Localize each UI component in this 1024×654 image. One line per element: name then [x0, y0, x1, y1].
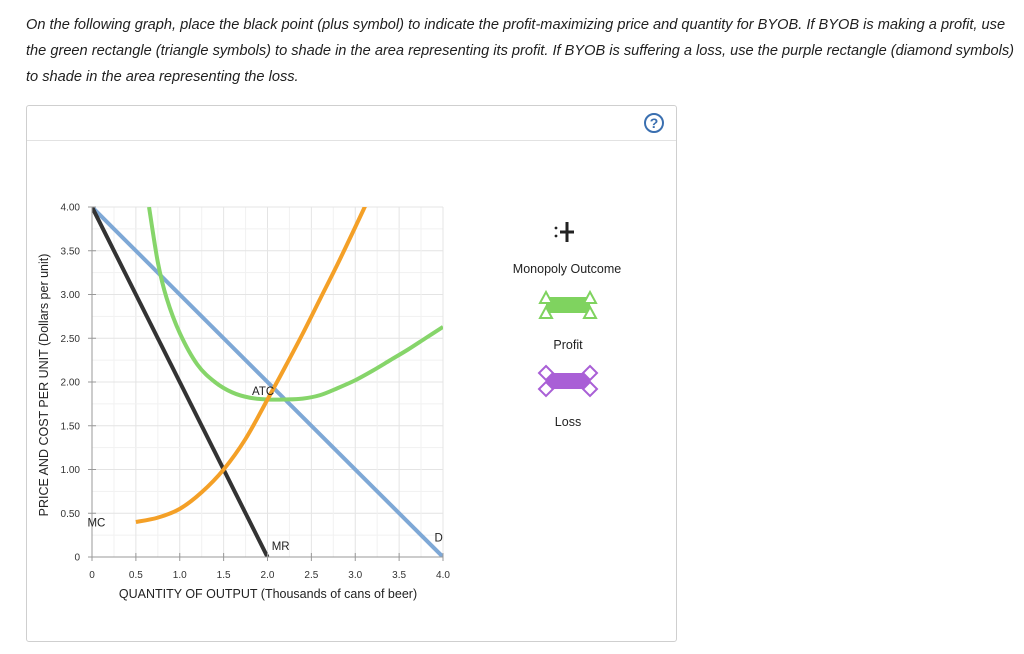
- diamond-icon: [581, 380, 599, 398]
- x-tick-label: 4.0: [436, 570, 450, 581]
- triangle-icon: [538, 289, 554, 304]
- x-tick-label: 3.0: [348, 570, 362, 581]
- monopoly-outcome-tool[interactable]: Monopoly Outcome: [513, 222, 621, 276]
- series-d-curve: [92, 207, 443, 557]
- curve-labels: ATC MC MR D: [87, 386, 442, 553]
- loss-tool[interactable]: Loss: [537, 364, 599, 429]
- series-mr-curve: [92, 207, 270, 557]
- curve-label-atc: ATC: [252, 386, 274, 398]
- y-tick-label: 2.50: [61, 334, 81, 345]
- curve-label-mc: MC: [87, 517, 105, 529]
- y-tick-label: 3.50: [61, 246, 81, 257]
- curve-label-mr: MR: [272, 541, 290, 553]
- y-tick-label: 3.00: [61, 290, 81, 301]
- profit-rectangle-icon[interactable]: [546, 297, 590, 313]
- loss-rectangle-icon[interactable]: [546, 373, 590, 389]
- x-axis-title: QUANTITY OF OUTPUT (Thousands of cans of…: [119, 587, 417, 601]
- series-mc-curve: [135, 207, 367, 524]
- x-tick-label: 1.0: [173, 570, 187, 581]
- x-tick-label: 0.5: [129, 570, 143, 581]
- x-tick-label: 1.5: [217, 570, 231, 581]
- y-tick-label: 0.50: [61, 509, 81, 520]
- x-tick-label: 2.0: [261, 570, 275, 581]
- y-tick-label: 0: [74, 553, 80, 564]
- loss-label: Loss: [555, 415, 581, 429]
- series-atc-curve: [147, 207, 443, 402]
- y-tick-label: 4.00: [61, 203, 81, 214]
- x-tick-label: 2.5: [304, 570, 318, 581]
- y-tick-label: 1.00: [61, 465, 81, 476]
- profit-label: Profit: [553, 338, 583, 352]
- y-axis-title: PRICE AND COST PER UNIT (Dollars per uni…: [37, 254, 51, 517]
- instructions-text: On the following graph, place the black …: [26, 17, 1015, 85]
- triangle-icon: [538, 304, 554, 319]
- curve-label-d: D: [434, 532, 442, 544]
- y-tick-label: 2.00: [61, 378, 81, 389]
- profit-tool[interactable]: Profit: [538, 289, 598, 352]
- plus-point-icon[interactable]: [554, 222, 574, 242]
- triangle-icon: [582, 289, 598, 304]
- chart-series: [92, 207, 443, 557]
- x-tick-label: 0: [89, 570, 95, 581]
- diamond-icon: [537, 380, 555, 398]
- x-tick-label: 3.5: [392, 570, 406, 581]
- help-icon[interactable]: ?: [644, 113, 664, 133]
- diamond-icon: [537, 364, 555, 382]
- monopoly-outcome-label: Monopoly Outcome: [513, 262, 621, 276]
- y-tick-label: 1.50: [61, 421, 81, 432]
- chart-ticks: 0 0.5 1.0 1.5 2.0 2.5 3.0 3.5 4.000.501.001.502.…: [61, 203, 451, 582]
- triangle-icon: [582, 304, 598, 319]
- diamond-icon: [581, 364, 599, 382]
- panel-header: ?: [27, 106, 676, 141]
